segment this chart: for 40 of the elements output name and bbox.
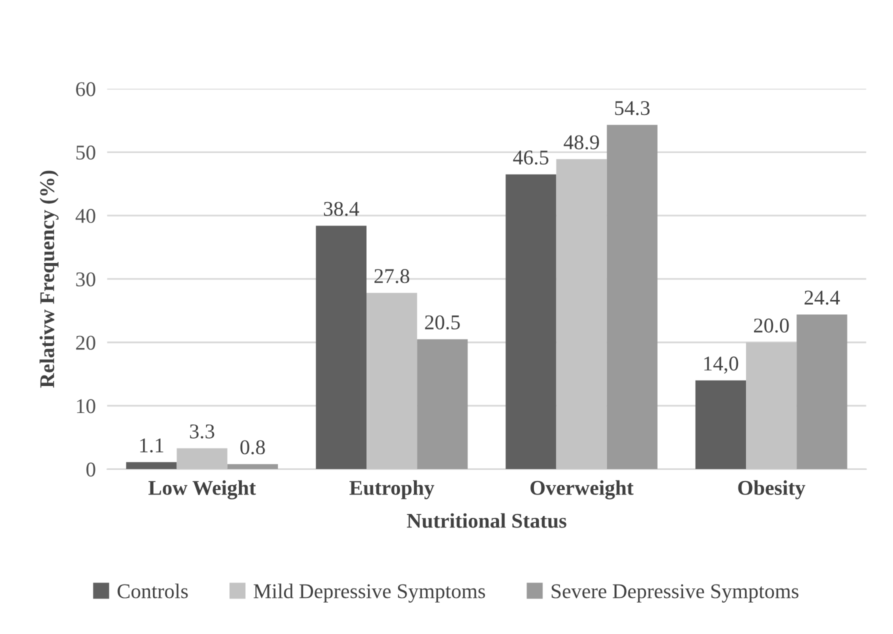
data-label: 48.9 [564, 135, 599, 150]
data-label: 54.3 [615, 101, 650, 116]
bar [176, 448, 228, 470]
bar [316, 226, 366, 470]
data-label: 20.5 [425, 315, 460, 330]
y-tick-label: 50 [76, 146, 96, 160]
y-tick-label: 20 [76, 336, 96, 350]
bar [126, 462, 177, 470]
data-label: 24.4 [804, 290, 840, 305]
legend-label: Mild Depressive Symptoms [254, 584, 485, 603]
bar [506, 174, 556, 470]
legend-label: Severe Depressive Symptoms [552, 584, 798, 603]
y-tick-label: 30 [76, 272, 96, 286]
y-tick-label: 10 [77, 399, 96, 414]
bar [796, 314, 848, 470]
bar [695, 380, 746, 470]
data-label: 38.4 [324, 202, 360, 216]
data-label: 0.8 [240, 440, 265, 454]
y-tick-label: 40 [76, 208, 96, 223]
bar [606, 124, 658, 470]
data-label: 27.8 [374, 269, 410, 284]
x-axis-title: Nutritional Status [406, 513, 566, 528]
legend-label: Controls [118, 584, 188, 598]
data-label: 20.0 [754, 318, 789, 333]
data-label: 46.5 [513, 150, 548, 165]
y-axis-title: Relativw Frequency (%) [40, 170, 59, 388]
data-label: 14,0 [704, 356, 738, 374]
y-tick-label: 60 [76, 82, 96, 96]
data-label: 1.1 [140, 438, 164, 452]
bar [556, 159, 607, 470]
bar [417, 339, 468, 470]
bar [746, 342, 797, 470]
x-tick-label: Eutrophy [350, 480, 434, 500]
bar [227, 464, 278, 470]
y-tick-label: 0 [86, 462, 96, 477]
data-label: 3.3 [190, 424, 214, 439]
x-tick-label: Obesity [738, 480, 806, 500]
x-tick-label: Overweight [530, 480, 634, 500]
x-tick-label: Low Weight [148, 480, 256, 500]
bar [366, 292, 418, 470]
